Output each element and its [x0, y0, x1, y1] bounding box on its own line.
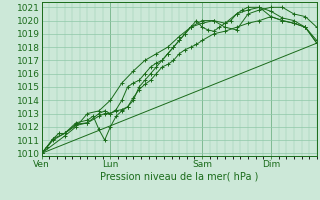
X-axis label: Pression niveau de la mer( hPa ): Pression niveau de la mer( hPa ): [100, 172, 258, 182]
